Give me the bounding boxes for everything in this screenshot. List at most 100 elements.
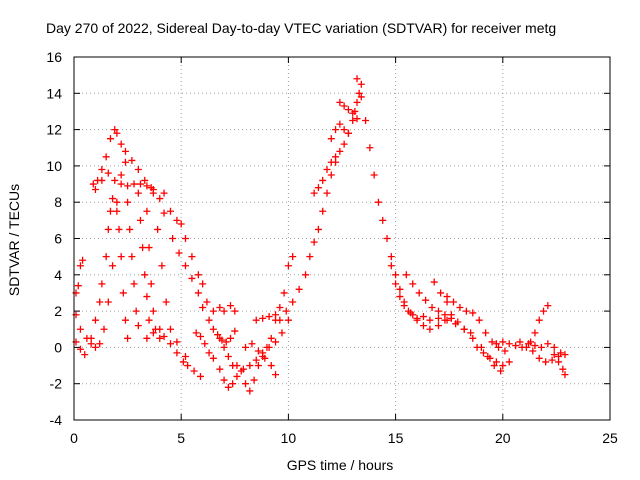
data-point — [548, 356, 556, 364]
data-point — [169, 235, 177, 242]
data-point — [143, 207, 151, 215]
series-arc-29 — [443, 293, 509, 355]
data-point — [327, 158, 335, 166]
series-arc-2 — [72, 195, 117, 359]
data-point — [449, 298, 457, 306]
data-point — [250, 376, 258, 384]
data-point — [319, 207, 327, 215]
data-point — [473, 343, 481, 351]
data-point — [387, 262, 395, 270]
series-arc-5 — [91, 169, 168, 217]
data-point — [141, 271, 149, 279]
data-point — [149, 329, 157, 337]
data-point — [121, 316, 129, 324]
data-point — [392, 271, 400, 279]
x-tick-label: 15 — [388, 430, 404, 446]
data-point — [145, 316, 153, 324]
data-point — [106, 135, 114, 143]
data-point — [134, 322, 142, 330]
data-point — [102, 153, 110, 161]
data-point — [272, 371, 280, 379]
data-point — [154, 225, 162, 233]
series-arc-31 — [492, 338, 565, 357]
data-point — [357, 93, 365, 101]
data-point — [104, 225, 112, 233]
data-point — [109, 195, 117, 203]
data-point — [209, 325, 217, 333]
data-point — [289, 298, 297, 306]
series-arc-18 — [242, 340, 280, 379]
data-point — [181, 352, 189, 360]
series-arc-25 — [353, 75, 505, 375]
data-point — [374, 198, 382, 206]
data-point — [166, 207, 174, 215]
data-point — [492, 340, 500, 348]
data-point — [319, 176, 327, 184]
data-point — [181, 235, 189, 242]
data-point — [276, 316, 284, 324]
data-point — [544, 302, 552, 310]
series-arc-13 — [169, 235, 237, 370]
data-point — [201, 340, 209, 348]
data-point — [109, 262, 117, 270]
y-tick-label: 8 — [54, 194, 62, 210]
series-arc-1 — [72, 256, 87, 297]
data-point — [272, 338, 280, 346]
data-point — [327, 171, 335, 179]
data-point — [205, 316, 213, 324]
data-point — [121, 147, 129, 155]
series-arc-9 — [143, 207, 164, 342]
data-point — [158, 262, 166, 270]
data-point — [119, 289, 127, 297]
data-point — [340, 126, 348, 134]
data-point — [231, 307, 239, 315]
data-point — [179, 358, 187, 366]
data-point — [124, 198, 132, 206]
data-point — [434, 322, 442, 330]
data-point — [254, 347, 262, 355]
data-point — [434, 307, 442, 315]
data-point — [535, 316, 543, 324]
data-point — [419, 322, 427, 330]
data-point — [209, 307, 217, 315]
data-point — [121, 158, 129, 166]
data-point — [132, 307, 140, 315]
data-point — [336, 120, 344, 128]
data-point — [96, 340, 104, 348]
data-point — [190, 367, 198, 375]
grid-lines — [74, 57, 610, 420]
series-arc-11 — [143, 325, 192, 370]
data-point — [128, 156, 136, 164]
data-point — [306, 253, 314, 261]
data-point — [205, 349, 213, 357]
series-arc-34 — [550, 351, 569, 379]
data-point — [482, 329, 490, 337]
data-point — [265, 313, 273, 321]
data-point — [194, 271, 202, 279]
data-point — [475, 316, 483, 324]
data-point — [76, 262, 84, 270]
data-point — [340, 102, 348, 110]
x-tick-labels: 0 5 10 15 20 25 — [70, 430, 618, 446]
series-arc-26 — [387, 262, 455, 333]
data-point — [537, 343, 545, 351]
data-point — [419, 313, 427, 321]
data-point — [310, 238, 318, 246]
data-point — [188, 274, 196, 282]
data-point — [130, 180, 138, 188]
data-point — [248, 340, 256, 348]
data-point — [314, 184, 322, 192]
series-arc-30 — [473, 343, 513, 370]
data-point — [106, 207, 114, 215]
data-point — [353, 98, 361, 106]
data-point — [246, 387, 254, 395]
data-point — [362, 117, 370, 125]
data-point — [227, 302, 235, 310]
data-point — [181, 262, 189, 270]
data-point — [136, 216, 144, 224]
data-point — [499, 362, 507, 370]
data-point — [149, 307, 157, 315]
data-point — [323, 166, 331, 174]
data-point — [340, 140, 348, 148]
data-point — [355, 89, 363, 97]
